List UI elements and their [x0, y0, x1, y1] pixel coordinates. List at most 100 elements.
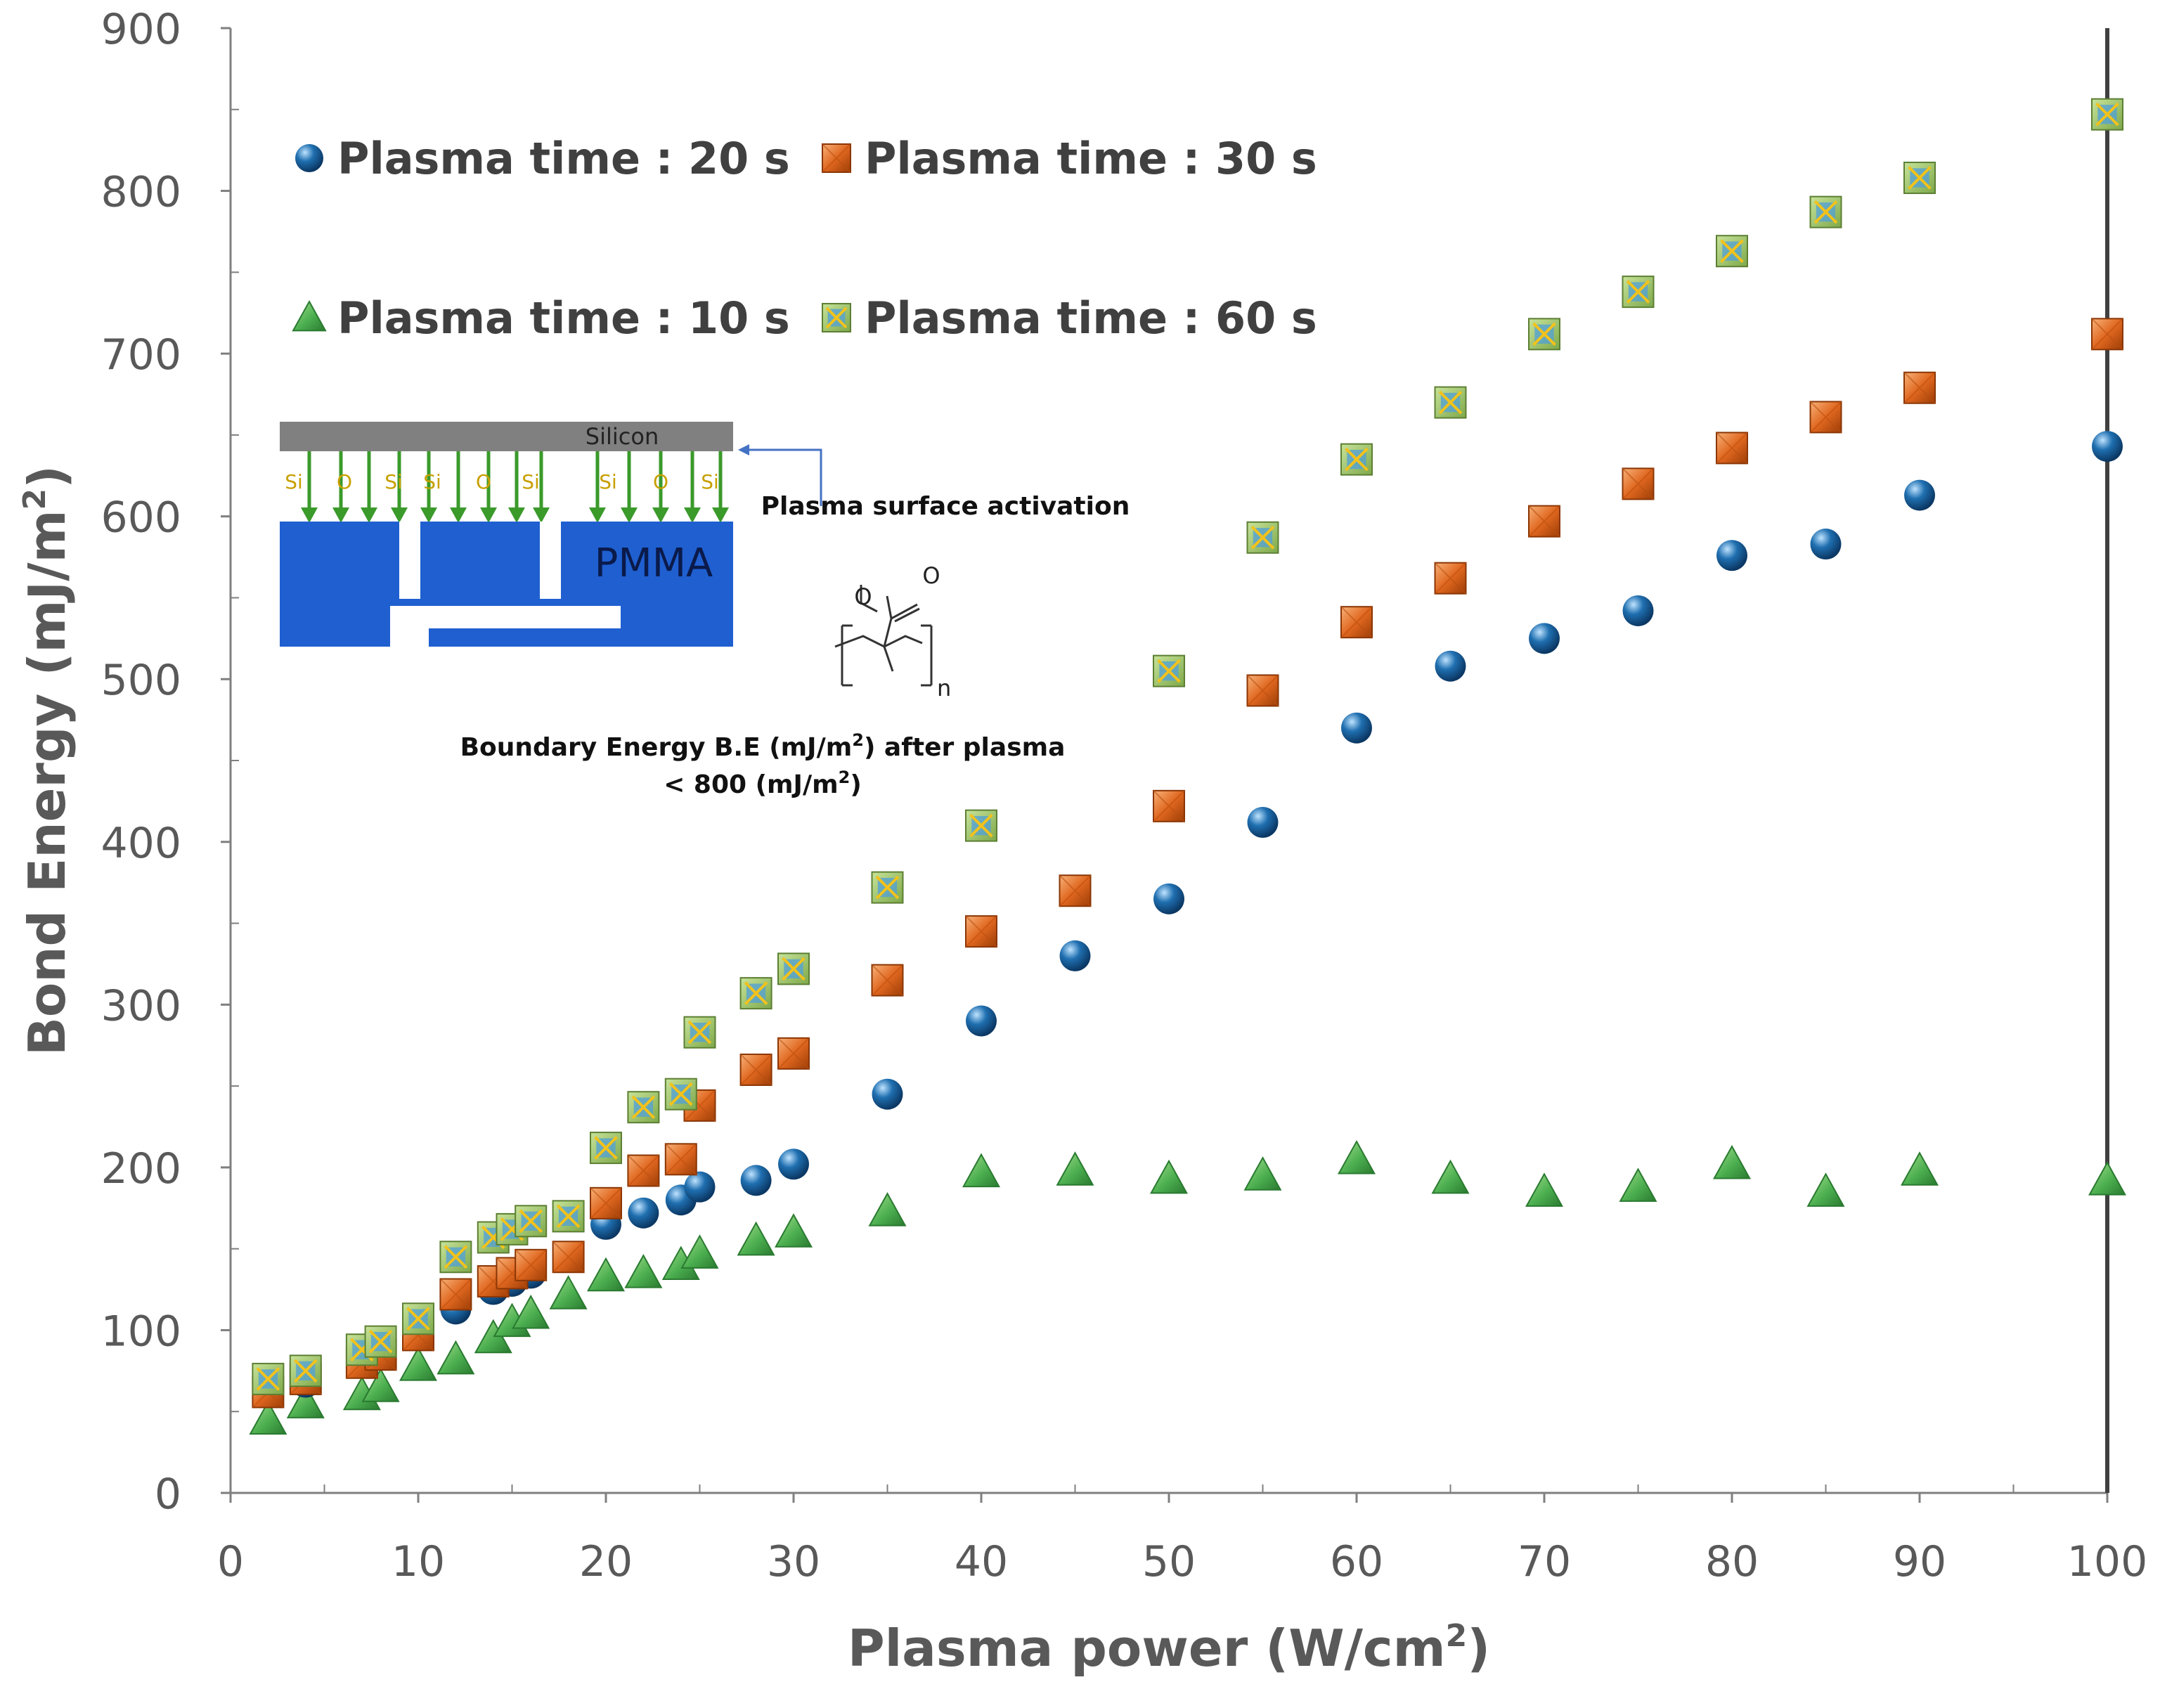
activation-pointer-head: [738, 444, 749, 455]
legend-label: Plasma time : 60 s: [865, 292, 1317, 344]
y-tick-label: 0: [155, 1470, 181, 1519]
data-point-triangle: [1525, 1172, 1563, 1207]
data-point-triangle: [587, 1257, 625, 1292]
data-point-triangle: [737, 1221, 775, 1256]
data-point-triangle: [1901, 1151, 1939, 1186]
data-point-square: [1153, 789, 1185, 822]
bond-arrows: Si O Si Si O Si Si O Si: [285, 451, 729, 523]
activation-arrow-head: [589, 507, 606, 523]
data-point-triangle: [1056, 1151, 1094, 1186]
data-point-triangle: [1338, 1139, 1376, 1175]
y-axis-title: Bond Energy (mJ/m2): [17, 465, 77, 1056]
subscript-n: n: [937, 675, 951, 701]
x-tick-label: 50: [1142, 1537, 1196, 1586]
data-point-triangle: [1619, 1167, 1657, 1202]
data-point-triangle: [1806, 1172, 1845, 1207]
data-point-triangle: [1713, 1144, 1751, 1179]
data-point-triangle: [361, 1368, 400, 1402]
data-point-sphere: [740, 1165, 772, 1196]
activation-arrow-head: [420, 507, 437, 523]
x-tick-label: 0: [217, 1537, 244, 1586]
data-point-triangle: [512, 1294, 550, 1329]
legend-marker-square-x: [822, 303, 851, 332]
data-point-sphere: [1529, 623, 1560, 654]
activation-arrow-head: [533, 507, 550, 523]
data-point-square: [1528, 505, 1560, 538]
plasma-activation-label: Plasma surface activation: [761, 492, 1130, 521]
data-point-sphere: [1622, 595, 1654, 626]
data-point-triangle: [680, 1234, 719, 1269]
x-tick-label: 40: [955, 1537, 1008, 1586]
legend-marker-triangle: [292, 299, 327, 332]
data-point-square-x: [627, 1091, 660, 1124]
inset-schematic: Silicon Si O Si Si O Si Si O Si PMMA Plasma surf…: [280, 422, 1130, 799]
data-point-triangle: [1431, 1159, 1470, 1194]
data-point-triangle: [436, 1340, 475, 1375]
data-marks: [249, 98, 2126, 1435]
pmma-carbonyl-o: O: [922, 562, 940, 589]
data-point-square-x: [1809, 195, 1842, 228]
data-point-square-x: [739, 977, 772, 1010]
data-point-square-x: [252, 1362, 285, 1395]
legend-label: Plasma time : 20 s: [337, 133, 790, 184]
data-point-sphere: [628, 1197, 659, 1229]
data-point-square: [664, 1143, 697, 1176]
data-point-square-x: [664, 1078, 697, 1111]
data-point-triangle: [286, 1384, 325, 1418]
data-point-sphere: [778, 1149, 809, 1180]
y-tick-label: 800: [101, 168, 181, 217]
data-point-sphere: [1904, 479, 1935, 511]
silicon-label: Silicon: [586, 423, 659, 450]
data-point-square: [590, 1186, 622, 1219]
x-tick-label: 20: [579, 1537, 633, 1586]
data-point-square-x: [965, 809, 997, 842]
legend-label: Plasma time : 10 s: [337, 292, 790, 344]
data-point-sphere: [872, 1078, 903, 1110]
activation-arrow-head: [684, 507, 701, 523]
data-point-square: [1340, 606, 1373, 639]
y-tick-label: 100: [101, 1307, 181, 1356]
data-point-square-x: [1153, 654, 1185, 687]
activation-arrow-head: [712, 507, 729, 523]
data-point-sphere: [1716, 540, 1747, 571]
data-point-square-x: [1528, 318, 1560, 351]
data-point-square: [739, 1053, 772, 1086]
y-tick-label: 900: [101, 5, 181, 54]
data-point-triangle: [868, 1192, 907, 1227]
y-tick-label: 400: [101, 819, 181, 868]
data-point-square-x: [402, 1302, 434, 1335]
x-axis-title: Plasma power (W/cm2): [848, 1618, 1490, 1678]
data-point-square-x: [2091, 98, 2123, 131]
data-point-square-x: [777, 952, 810, 985]
data-point-triangle: [775, 1213, 813, 1248]
bond-atom-label: Si: [423, 470, 441, 493]
y-tick-label: 500: [101, 656, 181, 705]
data-point-sphere: [2092, 431, 2123, 462]
data-point-square-x: [1622, 276, 1655, 309]
data-point-square: [1903, 371, 1936, 404]
boundary-energy-line2: < 800 (mJ/m2): [664, 768, 862, 799]
data-point-sphere: [966, 1005, 997, 1037]
x-tick-label: 60: [1330, 1537, 1383, 1586]
data-point-square: [1622, 467, 1655, 500]
data-point-square: [1246, 674, 1279, 707]
data-point-square: [627, 1154, 660, 1187]
data-point-triangle: [2088, 1161, 2126, 1196]
data-point-sphere: [1435, 650, 1466, 682]
data-point-square-x: [1903, 162, 1936, 195]
data-point-triangle: [1150, 1159, 1188, 1194]
bond-atom-label: Si: [522, 470, 540, 493]
pmma-label: PMMA: [595, 541, 713, 586]
activation-arrow-head: [301, 507, 318, 523]
x-tick-label: 100: [2067, 1537, 2148, 1586]
bond-atom-label: Si: [384, 470, 403, 493]
data-point-triangle: [249, 1400, 287, 1435]
data-point-square-x: [364, 1325, 397, 1358]
boundary-energy-line1: Boundary Energy B.E (mJ/m2) after plasma: [460, 730, 1066, 762]
x-tick-label: 70: [1518, 1537, 1571, 1586]
activation-arrow-head: [508, 507, 525, 523]
y-tick-label: 700: [101, 330, 181, 380]
activation-arrow-head: [361, 507, 377, 523]
legend-marker-sphere: [295, 144, 323, 172]
